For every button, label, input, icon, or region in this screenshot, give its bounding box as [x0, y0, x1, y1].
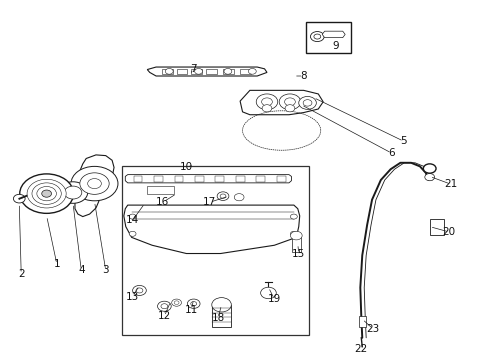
Bar	[147, 186, 174, 194]
Bar	[176, 69, 187, 74]
Circle shape	[291, 231, 302, 240]
Bar	[216, 176, 224, 182]
Circle shape	[20, 174, 74, 213]
Circle shape	[42, 190, 51, 197]
Bar	[154, 176, 163, 182]
Circle shape	[37, 186, 56, 201]
Circle shape	[212, 298, 231, 312]
Text: 5: 5	[400, 136, 407, 146]
Polygon shape	[147, 67, 267, 76]
Circle shape	[423, 164, 436, 173]
Circle shape	[161, 304, 168, 309]
Circle shape	[314, 34, 321, 39]
Bar	[430, 220, 444, 234]
Polygon shape	[240, 90, 323, 115]
Circle shape	[172, 299, 181, 306]
Circle shape	[88, 179, 101, 189]
Text: 15: 15	[292, 248, 305, 258]
Text: 13: 13	[126, 292, 139, 302]
Bar	[122, 166, 309, 335]
Circle shape	[191, 302, 196, 306]
Bar	[292, 235, 301, 252]
Text: 21: 21	[444, 179, 458, 189]
Bar	[206, 69, 217, 74]
Text: 20: 20	[442, 227, 456, 237]
Circle shape	[248, 68, 256, 74]
Circle shape	[64, 186, 82, 199]
Text: 16: 16	[156, 197, 170, 207]
Text: 22: 22	[355, 344, 368, 354]
Text: 10: 10	[180, 162, 193, 172]
Text: 23: 23	[367, 324, 380, 334]
Circle shape	[256, 94, 278, 110]
Bar	[191, 69, 202, 74]
Circle shape	[136, 288, 143, 293]
Bar	[174, 176, 183, 182]
Circle shape	[174, 301, 179, 305]
Polygon shape	[124, 205, 300, 253]
Text: 9: 9	[332, 41, 339, 50]
Circle shape	[261, 287, 276, 299]
Bar	[240, 69, 251, 74]
Text: 18: 18	[212, 313, 225, 323]
Bar	[277, 176, 286, 182]
Text: 8: 8	[300, 71, 307, 81]
Circle shape	[13, 194, 25, 203]
Polygon shape	[322, 31, 345, 38]
Bar	[223, 69, 234, 74]
Circle shape	[299, 96, 317, 109]
Text: 19: 19	[268, 294, 281, 304]
Circle shape	[234, 194, 244, 201]
Circle shape	[291, 231, 297, 236]
Circle shape	[220, 194, 226, 198]
Text: 2: 2	[18, 269, 24, 279]
Circle shape	[165, 68, 173, 74]
Circle shape	[311, 32, 324, 41]
Circle shape	[129, 231, 136, 236]
Text: 4: 4	[78, 265, 85, 275]
Circle shape	[262, 98, 272, 106]
Circle shape	[303, 100, 312, 106]
Circle shape	[425, 174, 435, 181]
Bar	[256, 176, 265, 182]
Bar	[134, 176, 143, 182]
Circle shape	[32, 183, 61, 204]
Circle shape	[187, 299, 200, 309]
Circle shape	[27, 179, 66, 208]
Circle shape	[279, 94, 301, 110]
Text: 6: 6	[388, 148, 395, 158]
Text: 11: 11	[185, 305, 198, 315]
Circle shape	[58, 182, 88, 203]
Text: 12: 12	[158, 311, 171, 321]
Circle shape	[285, 105, 295, 112]
Polygon shape	[125, 175, 292, 183]
Text: 1: 1	[53, 259, 60, 269]
Text: 3: 3	[102, 265, 109, 275]
Text: 7: 7	[191, 64, 197, 74]
Bar	[162, 69, 172, 74]
Circle shape	[285, 98, 295, 106]
Circle shape	[133, 285, 147, 296]
Bar	[306, 22, 351, 53]
Circle shape	[195, 68, 202, 74]
Bar	[212, 305, 231, 327]
Circle shape	[129, 214, 136, 219]
Text: 14: 14	[126, 215, 139, 225]
Text: 17: 17	[203, 197, 217, 207]
Bar	[236, 176, 245, 182]
Circle shape	[80, 173, 109, 194]
Circle shape	[71, 166, 118, 201]
Circle shape	[217, 192, 229, 201]
Polygon shape	[75, 155, 114, 217]
Bar	[359, 316, 366, 327]
Bar	[195, 176, 204, 182]
Circle shape	[262, 105, 272, 112]
Circle shape	[158, 301, 171, 311]
Circle shape	[291, 214, 297, 219]
Circle shape	[224, 68, 232, 74]
